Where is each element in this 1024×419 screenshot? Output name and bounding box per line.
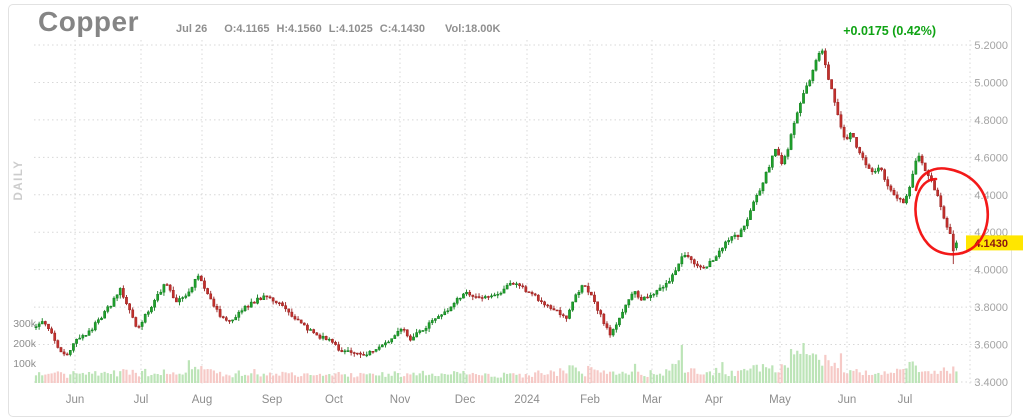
svg-text:Feb: Feb: [580, 394, 600, 406]
last-price-badge: 4.1430: [966, 235, 1023, 251]
quote-close: C:4.1430: [379, 23, 426, 35]
svg-text:4.6000: 4.6000: [974, 152, 1008, 164]
volume-bars: [34, 342, 958, 383]
annotation-circle: [914, 167, 990, 256]
quote-open: O:4.1165: [224, 23, 270, 35]
svg-text:Dec: Dec: [455, 394, 476, 406]
svg-text:200k: 200k: [13, 338, 37, 350]
svg-text:3.6000: 3.6000: [974, 340, 1008, 352]
quote-row: Jul 26 O:4.1165 H:4.1560 L:4.1025 C:4.14…: [176, 23, 500, 35]
svg-text:4.1430: 4.1430: [974, 238, 1008, 250]
svg-text:Sep: Sep: [262, 394, 282, 406]
svg-text:Jun: Jun: [66, 394, 85, 406]
svg-text:100k: 100k: [13, 358, 37, 370]
price-change-label: +0.0175 (0.42%): [843, 24, 936, 38]
timeframe-watermark: DAILY: [13, 160, 25, 201]
svg-text:Jun: Jun: [838, 394, 857, 406]
svg-text:3.8000: 3.8000: [974, 302, 1008, 314]
svg-text:May: May: [769, 394, 791, 406]
svg-text:Jul: Jul: [134, 394, 149, 406]
svg-text:5.2000: 5.2000: [974, 40, 1008, 52]
svg-text:4.4000: 4.4000: [974, 190, 1008, 202]
svg-text:3.4000: 3.4000: [974, 377, 1008, 389]
svg-text:Apr: Apr: [705, 394, 723, 406]
svg-text:4.8000: 4.8000: [974, 115, 1008, 127]
svg-text:Aug: Aug: [192, 394, 212, 406]
svg-text:4.0000: 4.0000: [974, 265, 1008, 277]
svg-text:Nov: Nov: [390, 394, 411, 406]
quote-high: H:4.1560: [276, 23, 322, 35]
svg-text:2024: 2024: [514, 394, 540, 406]
quote-volume: Vol:18.00K: [445, 23, 501, 35]
price-axis-labels: 5.20005.00004.80004.60004.40004.20004.00…: [974, 40, 1008, 389]
svg-text:5.0000: 5.0000: [974, 77, 1008, 89]
grid-lines: [34, 40, 977, 386]
symbol-title: Copper: [38, 6, 139, 37]
time-axis-labels: Jun Jul Aug Sep Oct Nov Dec 2024 Feb Mar Apr May Jun…: [66, 394, 913, 406]
svg-text:300k: 300k: [13, 318, 37, 330]
quote-low: L:4.1025: [328, 23, 373, 35]
candlesticks: [34, 48, 958, 359]
svg-text:Jul: Jul: [898, 394, 913, 406]
svg-text:Mar: Mar: [642, 394, 662, 406]
volume-axis-labels: 300k 200k 100k: [13, 318, 37, 370]
quote-date: Jul 26: [176, 23, 208, 35]
svg-text:Oct: Oct: [325, 394, 344, 406]
